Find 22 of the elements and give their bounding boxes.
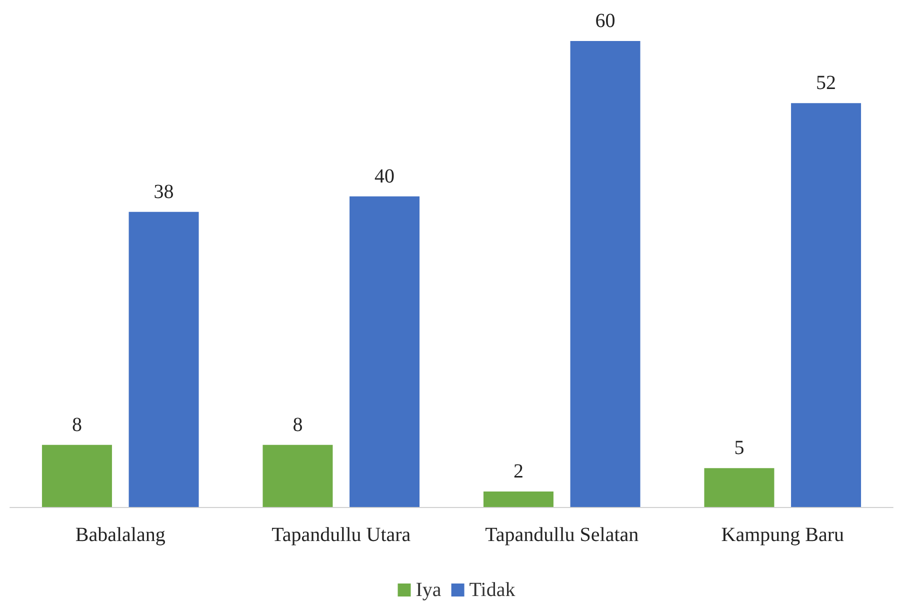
data-label: 2 (513, 460, 524, 482)
data-label: 60 (595, 10, 616, 32)
bar (262, 444, 333, 507)
bar (350, 196, 420, 507)
bar (791, 103, 862, 507)
x-tick-label: Babalalang (75, 524, 166, 546)
bar (704, 468, 774, 507)
x-tick-label: Tapandullu Utara (272, 524, 411, 546)
data-label: 8 (292, 414, 303, 436)
data-label: 40 (374, 165, 395, 188)
bar (42, 444, 112, 507)
data-label: 8 (72, 414, 82, 436)
data-label: 38 (154, 180, 174, 203)
bar (570, 41, 640, 507)
legend-label: Iya (416, 579, 442, 601)
x-tick-label: Kampung Baru (721, 524, 844, 546)
x-tick-label: Tapandullu Selatan (485, 524, 639, 546)
data-label: 52 (816, 72, 836, 94)
bar (128, 212, 199, 507)
data-label: 5 (734, 437, 744, 460)
bar (483, 491, 554, 507)
legend-label: Tidak (469, 579, 516, 601)
